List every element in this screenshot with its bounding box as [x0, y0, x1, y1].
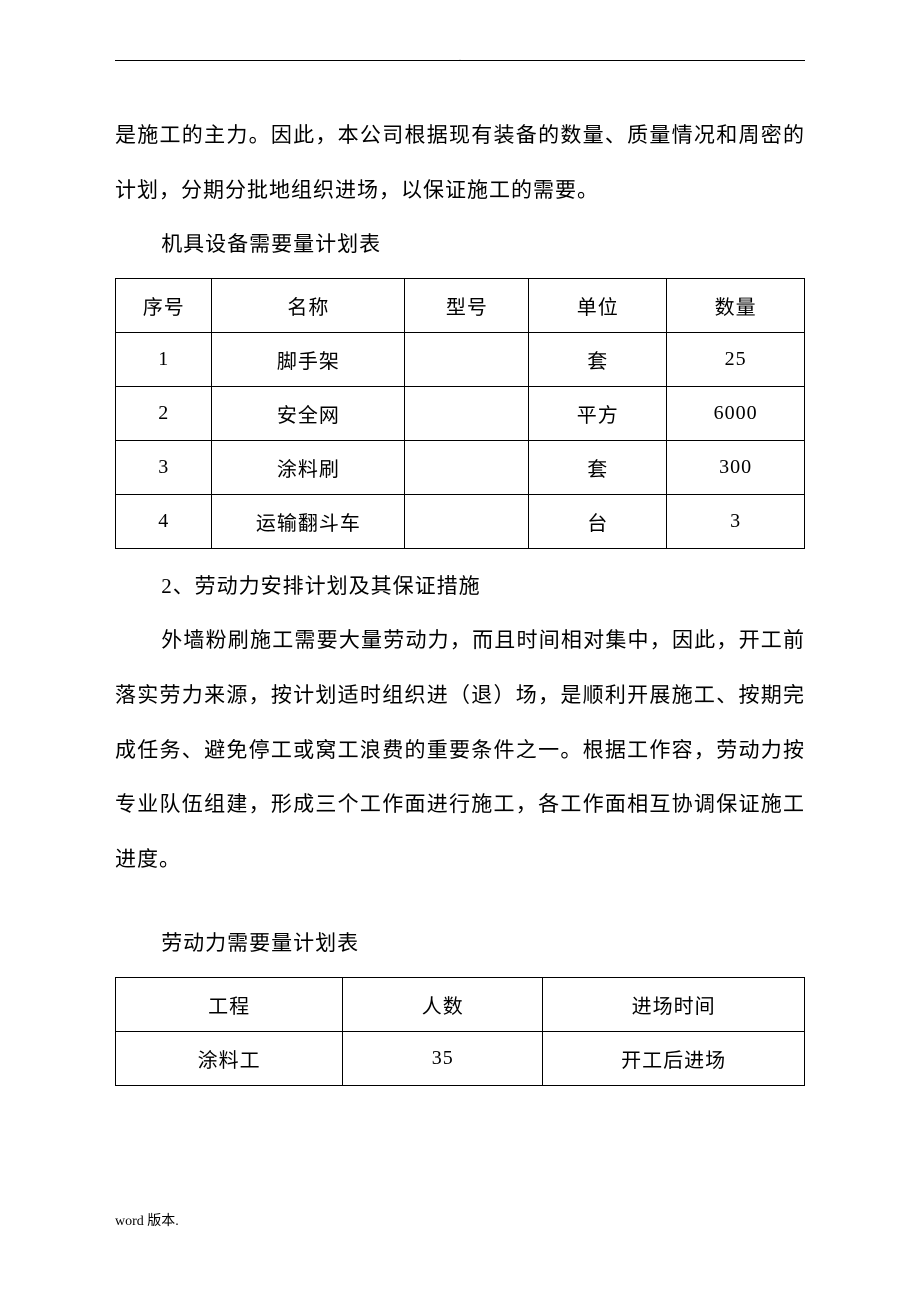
col-header: 人数: [343, 977, 543, 1031]
table1-caption: 机具设备需要量计划表: [115, 217, 805, 272]
table-header-row: 序号 名称 型号 单位 数量: [116, 278, 805, 332]
cell: 3: [667, 494, 805, 548]
footer-text: word 版本.: [115, 1210, 179, 1230]
table-row: 2 安全网 平方 6000: [116, 386, 805, 440]
section2-paragraph: 外墙粉刷施工需要大量劳动力，而且时间相对集中，因此，开工前落实劳力来源，按计划适…: [115, 613, 805, 886]
cell: 安全网: [212, 386, 405, 440]
table2-caption: 劳动力需要量计划表: [115, 916, 805, 971]
cell: 300: [667, 440, 805, 494]
cell: 6000: [667, 386, 805, 440]
labor-table: 工程 人数 进场时间 涂料工 35 开工后进场: [115, 977, 805, 1086]
cell: 4: [116, 494, 212, 548]
cell: 开工后进场: [543, 1031, 805, 1085]
col-header: 名称: [212, 278, 405, 332]
equipment-table: 序号 名称 型号 单位 数量 1 脚手架 套 25 2 安全网 平方 6000: [115, 278, 805, 549]
cell: 套: [529, 332, 667, 386]
col-header: 序号: [116, 278, 212, 332]
cell: 涂料工: [116, 1031, 343, 1085]
header-dot: .: [115, 53, 805, 64]
cell: 2: [116, 386, 212, 440]
table-row: 4 运输翻斗车 台 3: [116, 494, 805, 548]
cell: 1: [116, 332, 212, 386]
col-header: 单位: [529, 278, 667, 332]
cell: [405, 386, 529, 440]
cell: [405, 332, 529, 386]
table-row: 涂料工 35 开工后进场: [116, 1031, 805, 1085]
table-row: 3 涂料刷 套 300: [116, 440, 805, 494]
section2-heading: 2、劳动力安排计划及其保证措施: [115, 559, 805, 614]
cell: [405, 440, 529, 494]
cell: 35: [343, 1031, 543, 1085]
spacer: [115, 886, 805, 916]
col-header: 进场时间: [543, 977, 805, 1031]
col-header: 型号: [405, 278, 529, 332]
cell: 平方: [529, 386, 667, 440]
document-page: . 是施工的主力。因此，本公司根据现有装备的数量、质量情况和周密的计划，分期分批…: [0, 0, 920, 1146]
cell: 套: [529, 440, 667, 494]
cell: 台: [529, 494, 667, 548]
cell: 运输翻斗车: [212, 494, 405, 548]
cell: 涂料刷: [212, 440, 405, 494]
cell: 3: [116, 440, 212, 494]
col-header: 工程: [116, 977, 343, 1031]
cell: 25: [667, 332, 805, 386]
col-header: 数量: [667, 278, 805, 332]
cell: [405, 494, 529, 548]
cell: 脚手架: [212, 332, 405, 386]
table-header-row: 工程 人数 进场时间: [116, 977, 805, 1031]
table-row: 1 脚手架 套 25: [116, 332, 805, 386]
intro-paragraph: 是施工的主力。因此，本公司根据现有装备的数量、质量情况和周密的计划，分期分批地组…: [115, 108, 805, 217]
